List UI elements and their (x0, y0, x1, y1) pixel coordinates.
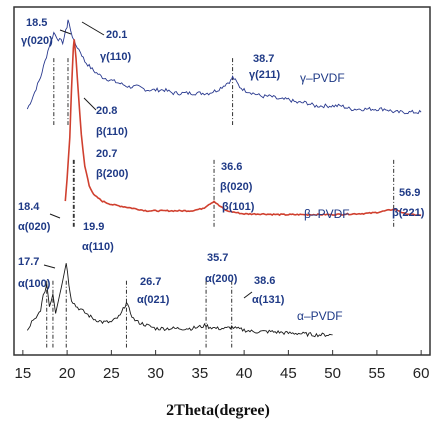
peak-label-beta-110: β(110) (96, 126, 128, 138)
peak-label-alpha-26-7: 26.7 (140, 276, 161, 288)
peak-label-beta-56-9: 56.9 (399, 187, 420, 199)
peak-label-gamma-211: γ(211) (249, 69, 281, 81)
series-line-beta (64, 39, 422, 217)
leader-alpha-38-6 (243, 291, 253, 299)
series-lines (26, 19, 422, 338)
series-label-alpha: α–PVDF (297, 309, 343, 323)
peak-label-alpha-17-7: 17.7 (18, 256, 39, 268)
peak-label-alpha-020: α(020) (18, 221, 51, 233)
peak-label-beta-020: β(020) (220, 181, 253, 193)
x-tick-label: 45 (280, 365, 297, 382)
peak-label-beta-36-6: 36.6 (221, 161, 242, 173)
x-tick-label: 40 (236, 365, 253, 382)
series-label-beta: β–PVDF (304, 207, 350, 221)
peak-label-alpha-38-6: 38.6 (254, 275, 275, 287)
peak-label-gamma-20-1: 20.1 (106, 29, 127, 41)
x-tick-label: 35 (192, 365, 209, 382)
x-tick-label: 50 (324, 365, 341, 382)
peak-label-alpha-200: α(200) (205, 273, 238, 285)
x-tick-label: 55 (369, 365, 386, 382)
x-tick-label: 60 (413, 365, 430, 382)
x-tick-label: 20 (59, 365, 76, 382)
x-axis-ticks: 15 20 25 30 35 40 45 50 55 60 (15, 350, 430, 382)
peak-label-alpha-021: α(021) (137, 294, 170, 306)
peak-label-alpha-100: α(100) (18, 278, 51, 290)
peak-label-beta-200: β(200) (96, 168, 129, 180)
peak-label-alpha-110: α(110) (82, 241, 114, 253)
leader-gamma-18-5 (59, 29, 72, 35)
series-line-alpha (26, 263, 333, 338)
x-tick-label: 15 (15, 365, 32, 382)
plot-frame (13, 6, 431, 356)
peak-label-alpha-19-9: 19.9 (83, 221, 104, 233)
leader-beta-20-8 (83, 97, 97, 111)
leader-gamma-20-1 (81, 21, 105, 36)
peak-label-alpha-35-7: 35.7 (207, 252, 228, 264)
series-label-gamma: γ–PVDF (300, 71, 345, 85)
peak-label-gamma-110: γ(110) (100, 51, 132, 63)
peak-label-gamma-020: γ(020) (21, 35, 53, 47)
peak-marker-lines (46, 58, 395, 348)
peak-label-beta-221: β(221) (392, 207, 425, 219)
x-tick-label: 30 (147, 365, 164, 382)
leader-alpha-17-7 (43, 264, 56, 269)
x-tick-label: 25 (103, 365, 120, 382)
peak-label-gamma-18-5: 18.5 (26, 17, 47, 29)
peak-label-alpha-18-4: 18.4 (18, 201, 40, 213)
x-axis-title: 2Theta(degree) (166, 402, 270, 419)
leader-alpha-18-4 (49, 213, 61, 219)
peak-label-beta-20-7: 20.7 (96, 148, 117, 160)
peak-label-alpha-131: α(131) (252, 294, 285, 306)
peak-label-gamma-38-7: 38.7 (253, 53, 274, 65)
peak-label-beta-20-8: 20.8 (96, 105, 117, 117)
peak-label-beta-101: β(101) (222, 201, 255, 213)
series-line-gamma (26, 19, 422, 115)
